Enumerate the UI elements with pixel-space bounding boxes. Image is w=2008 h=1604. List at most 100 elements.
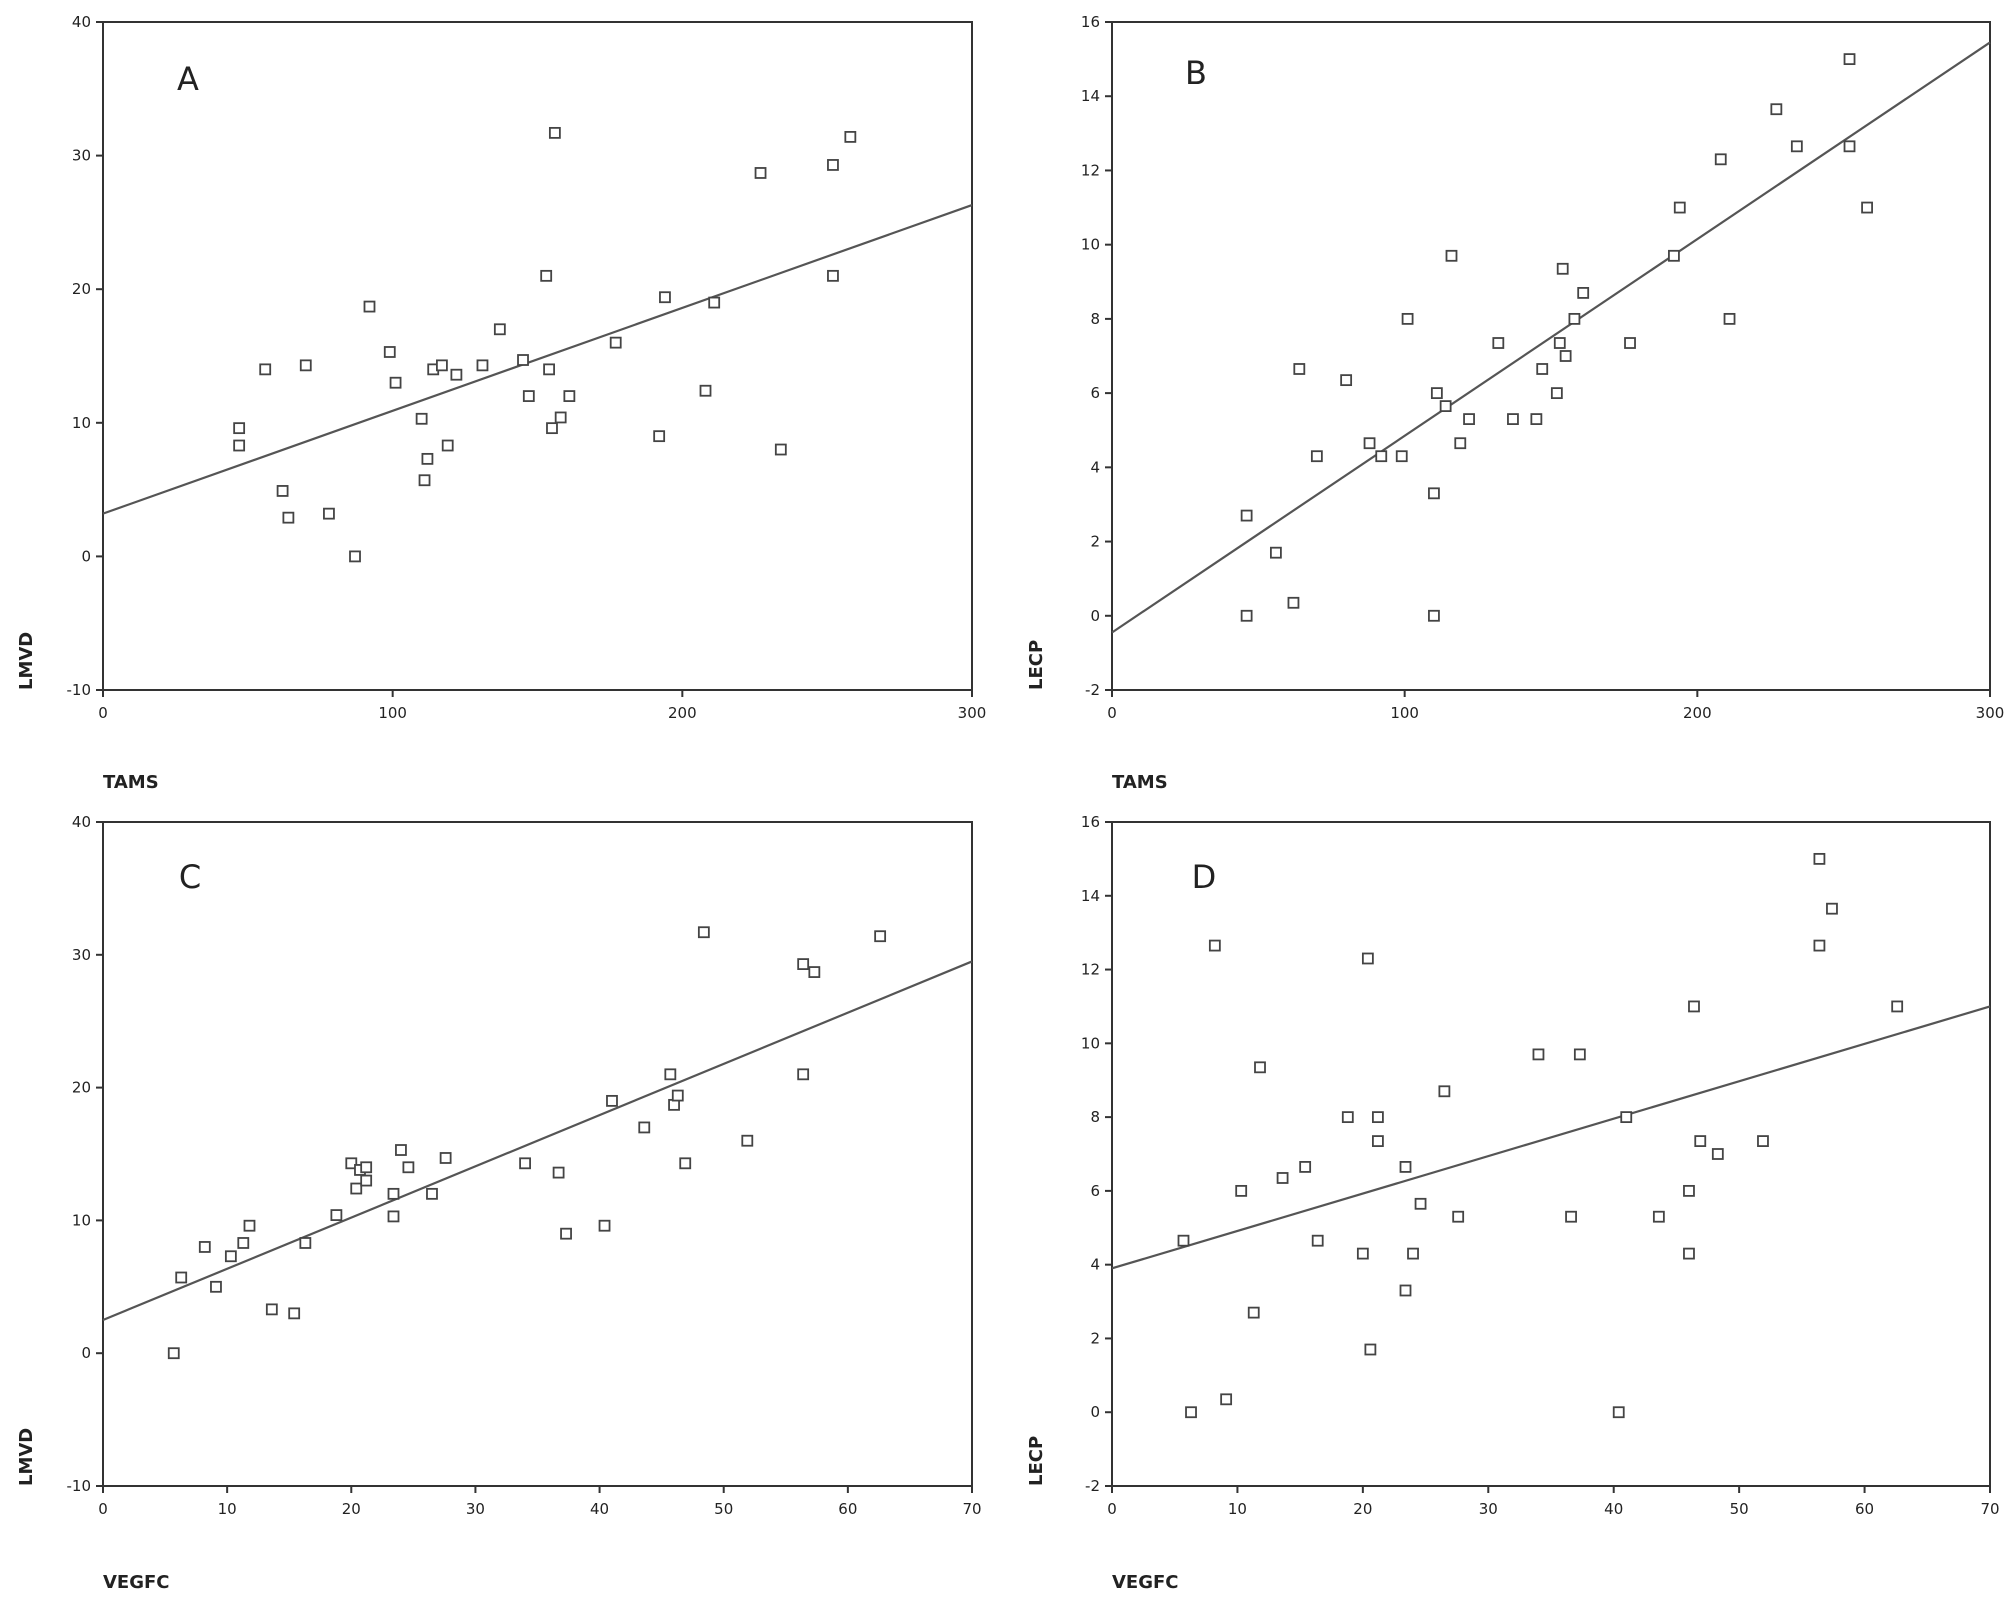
data-point bbox=[1269, 546, 1282, 559]
data-point bbox=[265, 1303, 278, 1316]
data-point bbox=[540, 269, 553, 282]
y-tick-label: 14 bbox=[1081, 87, 1100, 105]
data-point bbox=[1185, 1406, 1197, 1419]
data-point bbox=[1428, 487, 1440, 500]
data-point bbox=[349, 550, 361, 563]
data-point bbox=[259, 363, 272, 376]
data-point bbox=[350, 1182, 363, 1195]
x-tick-label: 200 bbox=[1683, 704, 1712, 722]
data-point bbox=[598, 1219, 611, 1232]
data-point bbox=[1311, 1234, 1324, 1247]
data-point bbox=[224, 1250, 237, 1263]
x-tick-label: 70 bbox=[1980, 1500, 1999, 1518]
x-tick-label: 30 bbox=[466, 1500, 485, 1518]
y-tick-label: 0 bbox=[1090, 607, 1100, 625]
data-point bbox=[1439, 400, 1452, 413]
data-point bbox=[233, 439, 246, 452]
data-point bbox=[210, 1280, 222, 1293]
x-tick-label: 50 bbox=[1730, 1500, 1749, 1518]
data-point bbox=[1568, 312, 1581, 325]
data-point bbox=[1532, 1048, 1545, 1061]
data-point bbox=[1375, 450, 1388, 463]
data-point bbox=[1573, 1048, 1586, 1061]
data-point bbox=[1826, 902, 1838, 915]
y-tick-label: 10 bbox=[72, 1211, 91, 1229]
x-axis-title: VEGFC bbox=[103, 1572, 170, 1593]
data-point bbox=[522, 390, 535, 402]
data-point bbox=[1445, 249, 1458, 262]
y-axis-title: LECP bbox=[1026, 640, 1047, 690]
data-point bbox=[1452, 1210, 1465, 1223]
x-tick-label: 50 bbox=[714, 1500, 733, 1518]
data-point bbox=[1247, 1306, 1260, 1319]
data-point bbox=[1287, 596, 1300, 609]
data-point bbox=[1688, 1000, 1700, 1013]
data-point bbox=[476, 359, 489, 372]
panel-letter-c: C bbox=[179, 858, 201, 896]
x-tick-label: 300 bbox=[958, 704, 987, 722]
data-point bbox=[323, 507, 335, 520]
y-tick-label: 14 bbox=[1081, 887, 1100, 905]
data-point bbox=[519, 1157, 531, 1170]
y-tick-label: 0 bbox=[81, 1344, 91, 1362]
x-axis-title: TAMS bbox=[1112, 772, 1168, 793]
data-point bbox=[1673, 201, 1686, 214]
y-tick-label: 8 bbox=[1090, 310, 1100, 328]
data-point bbox=[1430, 387, 1443, 400]
x-tick-label: 0 bbox=[1107, 1500, 1117, 1518]
data-point bbox=[1711, 1148, 1724, 1160]
data-point bbox=[389, 376, 402, 389]
y-tick-label: 0 bbox=[81, 547, 91, 565]
panel-letter-d: D bbox=[1192, 858, 1217, 896]
data-point bbox=[1276, 1172, 1289, 1184]
data-point bbox=[546, 422, 558, 435]
data-point bbox=[1254, 1061, 1266, 1074]
data-point bbox=[638, 1121, 651, 1134]
data-point bbox=[282, 511, 295, 524]
data-point bbox=[1683, 1247, 1695, 1260]
data-point bbox=[1694, 1135, 1707, 1147]
data-point bbox=[1891, 1000, 1904, 1013]
data-point bbox=[554, 411, 567, 424]
data-point bbox=[1790, 140, 1803, 153]
data-point bbox=[1177, 1234, 1190, 1247]
data-point bbox=[415, 412, 428, 425]
panel-letter-a: A bbox=[177, 60, 199, 98]
data-point bbox=[1240, 509, 1253, 522]
data-point bbox=[741, 1134, 754, 1147]
plot-frame bbox=[1111, 821, 1991, 1487]
x-tick-label: 40 bbox=[590, 1500, 609, 1518]
y-tick-label: 6 bbox=[1090, 1182, 1100, 1200]
data-point bbox=[1356, 1247, 1369, 1260]
data-point bbox=[1813, 852, 1826, 865]
regression-line bbox=[102, 960, 973, 1322]
data-point bbox=[1463, 413, 1475, 425]
y-tick-label: -2 bbox=[1085, 681, 1100, 699]
data-point bbox=[1208, 939, 1221, 952]
data-point bbox=[797, 958, 810, 970]
data-point bbox=[418, 474, 431, 487]
data-point bbox=[299, 1237, 312, 1249]
scatter-panel-a: 0 100 200 300 -10 0 10 20 30 40 TAMS LMVD A bbox=[16, 13, 986, 793]
x-tick-label: 10 bbox=[1228, 1500, 1247, 1518]
data-point bbox=[874, 930, 887, 943]
data-point bbox=[1813, 939, 1826, 952]
data-point bbox=[436, 359, 448, 372]
data-point bbox=[548, 126, 561, 139]
data-point bbox=[1624, 337, 1636, 349]
x-axis-title: VEGFC bbox=[1112, 1572, 1179, 1593]
data-point bbox=[827, 159, 839, 171]
data-point bbox=[402, 1161, 415, 1174]
y-tick-label: 40 bbox=[72, 813, 91, 831]
data-point bbox=[1363, 437, 1376, 450]
data-point bbox=[276, 485, 289, 497]
data-point bbox=[1364, 1343, 1377, 1356]
regression-line bbox=[1111, 1005, 1991, 1270]
data-point bbox=[1507, 413, 1519, 425]
data-point bbox=[1428, 609, 1440, 622]
data-point bbox=[708, 296, 721, 309]
data-point bbox=[288, 1307, 301, 1320]
y-tick-label: -2 bbox=[1085, 1477, 1100, 1495]
y-tick-label: 2 bbox=[1090, 1329, 1100, 1347]
